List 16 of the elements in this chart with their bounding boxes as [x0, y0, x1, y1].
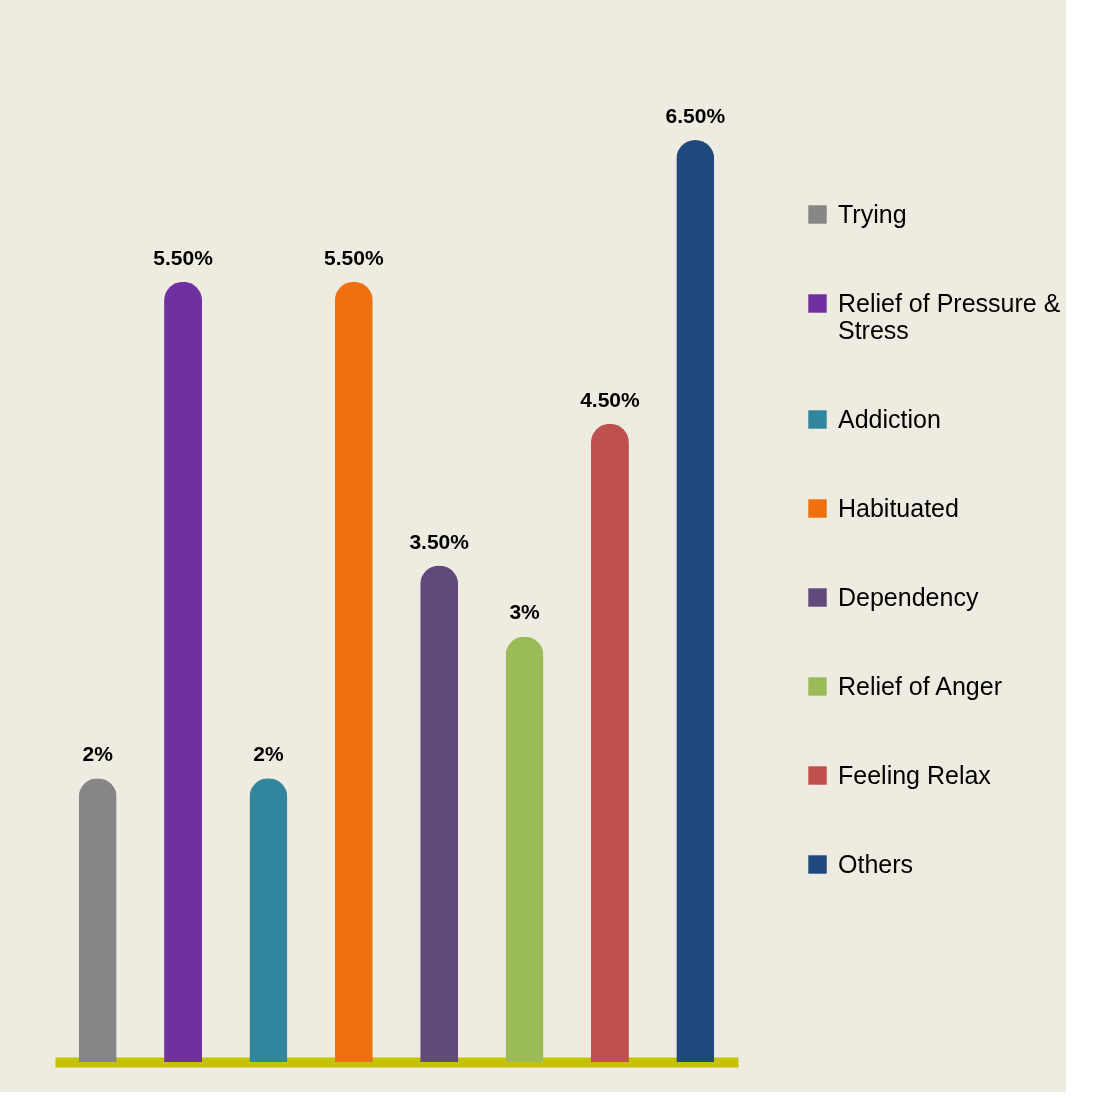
- legend-label: Dependency: [838, 582, 979, 611]
- data-label: 5.50%: [324, 245, 384, 269]
- legend-label: Relief of Pressure & Stress: [838, 288, 1061, 344]
- data-label: 5.50%: [153, 245, 214, 269]
- legend-label: Relief of Anger: [838, 671, 1002, 700]
- legend-label: Feeling Relax: [838, 760, 992, 789]
- data-label: 2%: [253, 742, 284, 766]
- legend-label: Habituated: [838, 493, 959, 522]
- data-label: 3.50%: [409, 529, 470, 553]
- data-label: 4.50%: [580, 387, 641, 411]
- data-label: 2%: [82, 742, 114, 766]
- data-label: 6.50%: [665, 104, 726, 127]
- data-label: 3%: [509, 600, 541, 624]
- legend-label: Trying: [838, 199, 907, 228]
- legend-label: Addiction: [838, 404, 941, 433]
- legend-label: Others: [838, 849, 914, 878]
